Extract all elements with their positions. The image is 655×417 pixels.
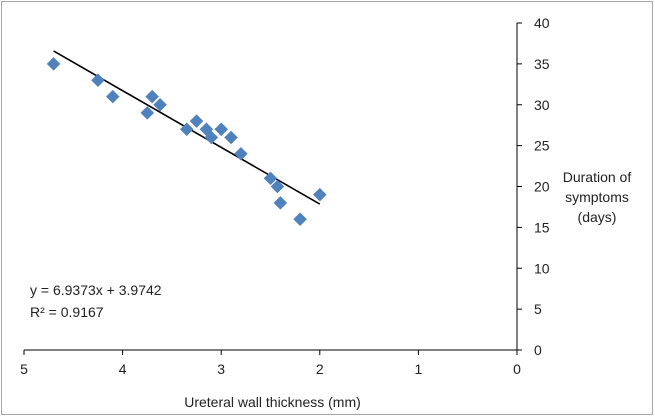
- data-point: [179, 122, 194, 137]
- x-tick-label: 4: [119, 361, 127, 377]
- data-points: [46, 57, 327, 227]
- x-tick-label: 2: [316, 361, 324, 377]
- data-point: [224, 130, 238, 145]
- y-axis-title: Duration of symptoms (days): [563, 169, 632, 225]
- y-tick-label: 0: [534, 342, 542, 358]
- y-tick-label: 5: [534, 301, 542, 317]
- data-point: [145, 89, 160, 104]
- x-tick-label: 1: [415, 361, 423, 377]
- data-point: [189, 114, 204, 128]
- x-axis-title: Ureteral wall thickness (mm): [184, 394, 361, 410]
- x-axis-ticks: 5 4 3 2 1 0: [20, 350, 521, 377]
- y-axis-title-line: (days): [578, 209, 617, 225]
- data-point: [153, 97, 167, 112]
- data-point: [273, 195, 288, 210]
- chart-axes: [24, 23, 518, 351]
- data-point: [263, 171, 278, 186]
- data-point: [91, 73, 105, 88]
- y-tick-label: 10: [534, 260, 550, 276]
- data-point: [214, 122, 229, 137]
- data-point: [46, 57, 61, 71]
- y-tick-label: 15: [534, 219, 550, 235]
- y-tick-label: 30: [534, 97, 550, 113]
- y-tick-label: 25: [534, 138, 550, 154]
- y-axis-title-line: Duration of: [563, 169, 632, 185]
- data-point: [140, 106, 155, 120]
- data-point: [293, 212, 307, 227]
- y-axis-ticks: 0 5 10 15 20 25 30 35 40: [517, 15, 550, 358]
- x-tick-label: 5: [20, 361, 28, 377]
- trendline-equation: y = 6.9373x + 3.9742: [30, 282, 162, 298]
- y-tick-label: 20: [534, 179, 550, 195]
- x-tick-label: 0: [513, 361, 521, 377]
- x-tick-label: 3: [217, 361, 225, 377]
- y-axis-title-line: symptoms: [565, 189, 629, 205]
- data-point: [312, 187, 327, 202]
- y-tick-label: 35: [534, 56, 550, 72]
- r-squared-label: R² = 0.9167: [30, 304, 104, 320]
- data-point: [105, 89, 120, 104]
- data-point: [234, 146, 248, 161]
- data-point: [204, 130, 219, 145]
- data-point: [270, 179, 285, 194]
- y-tick-label: 40: [534, 15, 550, 31]
